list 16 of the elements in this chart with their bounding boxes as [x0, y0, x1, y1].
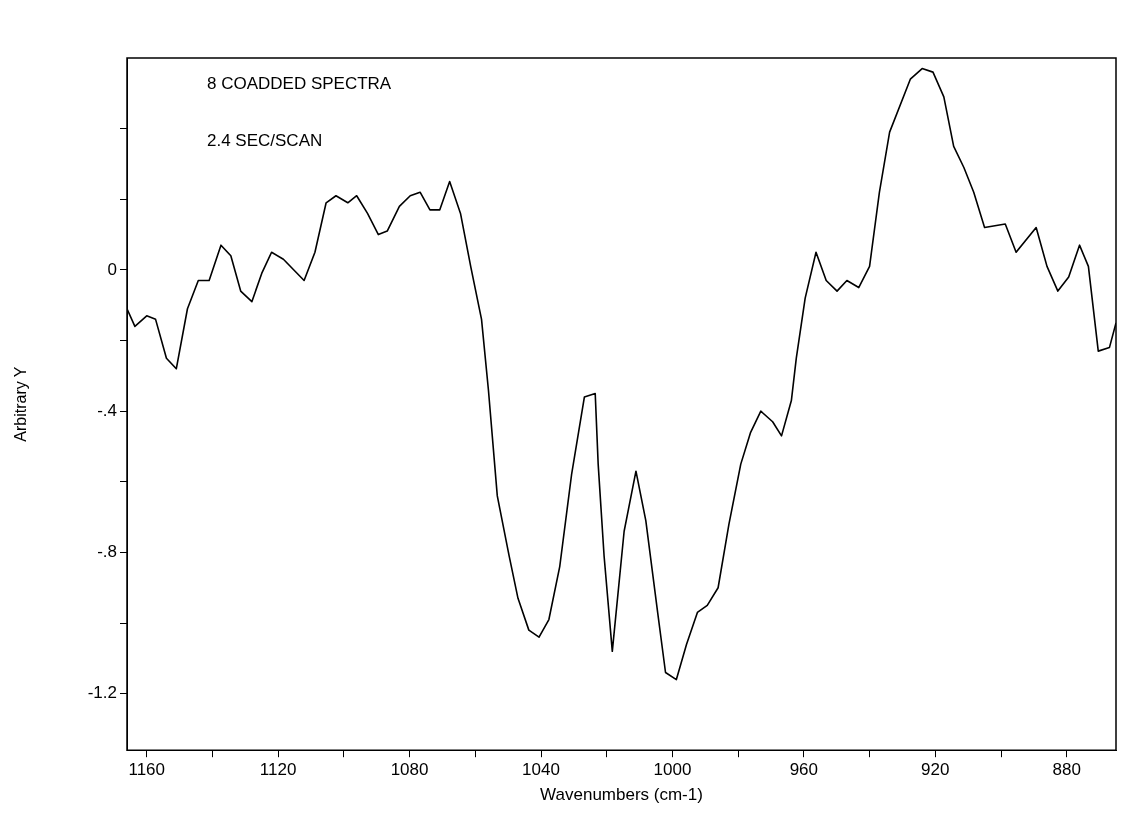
x-tick-label: 880: [1052, 760, 1081, 780]
y-axis-title: Arbitrary Y: [12, 366, 30, 442]
annotation: 8 COADDED SPECTRA: [207, 73, 392, 93]
annotation: 2.4 SEC/SCAN: [207, 130, 323, 150]
x-tick-label: 920: [921, 760, 950, 780]
x-tick-label: 1040: [522, 760, 560, 780]
y-tick-label: -.4: [97, 400, 117, 420]
x-tick-label: 1080: [390, 760, 429, 780]
y-tick-label: -.8: [97, 542, 117, 562]
y-tick-label: -1.2: [87, 683, 117, 703]
x-axis-title: Wavenumbers (cm-1): [540, 785, 703, 805]
x-tick-label: 1120: [259, 760, 297, 780]
y-tick-label: 0: [107, 259, 117, 279]
x-tick-label: 960: [789, 760, 819, 780]
x-tick-label: 1160: [128, 760, 165, 780]
x-tick-label: 1000: [653, 760, 692, 780]
